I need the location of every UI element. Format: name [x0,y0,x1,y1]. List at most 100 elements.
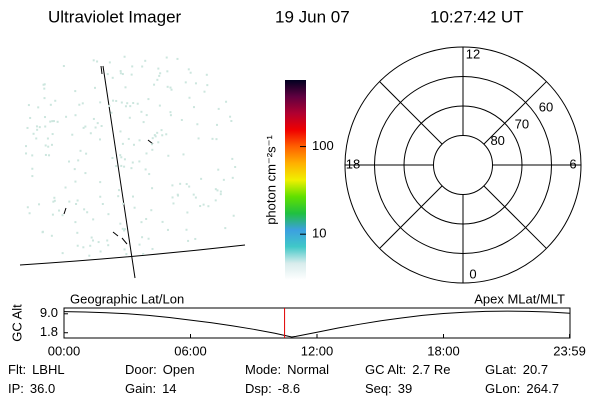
speckle [230,119,233,122]
speckle [77,159,80,162]
speckle [171,184,174,187]
speckle [187,239,190,242]
speckle [47,145,50,148]
speckle [68,200,71,203]
speckle [157,67,160,70]
speckle [187,68,190,71]
speckle [53,199,56,202]
mlt-spoke [379,185,443,249]
speckle [56,120,59,123]
speckle [130,73,133,76]
speckle [176,57,179,60]
lat-label: 80 [490,133,504,148]
speckle [126,102,129,105]
speckle [90,236,93,239]
mlt-spoke [483,81,547,145]
y-tick-label: 1.8 [40,324,58,339]
speckle [150,143,153,146]
speckle [58,209,61,212]
speckle [27,104,30,107]
info-label: Mode: [245,362,281,377]
info-item: Door: Open [125,362,195,377]
speckle [157,141,160,144]
speckle [142,252,145,255]
speckle [31,167,34,170]
speckle [61,214,64,217]
speckle [86,211,89,214]
speckle [71,133,74,136]
info-label: IP: [8,381,24,396]
speckle [115,99,118,102]
speckle [38,126,41,129]
timeline-frame [63,307,571,339]
speckle [215,123,218,126]
speckle [124,86,127,89]
speckle [151,187,154,190]
speckle [145,152,148,155]
speckle [92,59,95,62]
speckle [161,220,164,223]
speckle [92,218,95,221]
speckle [36,128,39,131]
speckle [117,189,120,192]
speckle [217,107,220,110]
speckle [94,126,97,129]
speckle [166,85,169,88]
speckle [49,103,52,106]
speckle [145,217,148,220]
colorbar-label: photon cm⁻²s⁻¹ [263,135,278,225]
info-item: GC Alt: 2.7 Re [365,362,451,377]
speckle [202,203,205,206]
lat-ring [433,135,493,195]
speckle [222,178,225,181]
speckle [158,104,161,107]
speckle [96,122,99,125]
speckle [92,117,95,120]
speckle [44,125,47,128]
speckle [89,132,92,135]
speckle [123,248,126,251]
speckle [192,106,195,109]
speckle [64,186,67,189]
speckle [176,193,179,196]
speckle [140,110,143,113]
speckle [61,252,64,255]
speckle [97,241,100,244]
speckle [123,228,126,231]
speckle [206,84,209,87]
speckle [165,56,168,59]
speckle [108,61,111,64]
speckle [214,199,217,202]
speckle [52,200,55,203]
speckle [169,111,172,114]
speckle [101,202,104,205]
speckle [161,134,164,137]
speckle [182,153,185,156]
speckle [170,88,173,91]
timeline-y-label: GC Alt [9,304,24,342]
speckle [31,175,34,178]
speckle [197,137,200,140]
speckle [148,173,151,176]
speckle [73,168,76,171]
colorbar-tick-label: 10 [312,226,326,241]
speckle [140,221,143,224]
speckle [68,160,71,163]
speckle [84,125,87,128]
y-tick-label: 9.0 [40,305,58,320]
meridian [102,65,136,279]
speckle [78,103,81,106]
speckle [89,244,92,247]
speckle [110,111,113,114]
info-label: Flt: [8,362,26,377]
speckle [194,196,197,199]
speckle [128,116,131,119]
info-item: Gain: 14 [125,381,177,396]
speckle [171,196,174,199]
speckle [141,65,144,68]
speckle [81,102,84,105]
speckle [117,195,120,198]
speckle [100,125,103,128]
speckle [93,86,96,89]
